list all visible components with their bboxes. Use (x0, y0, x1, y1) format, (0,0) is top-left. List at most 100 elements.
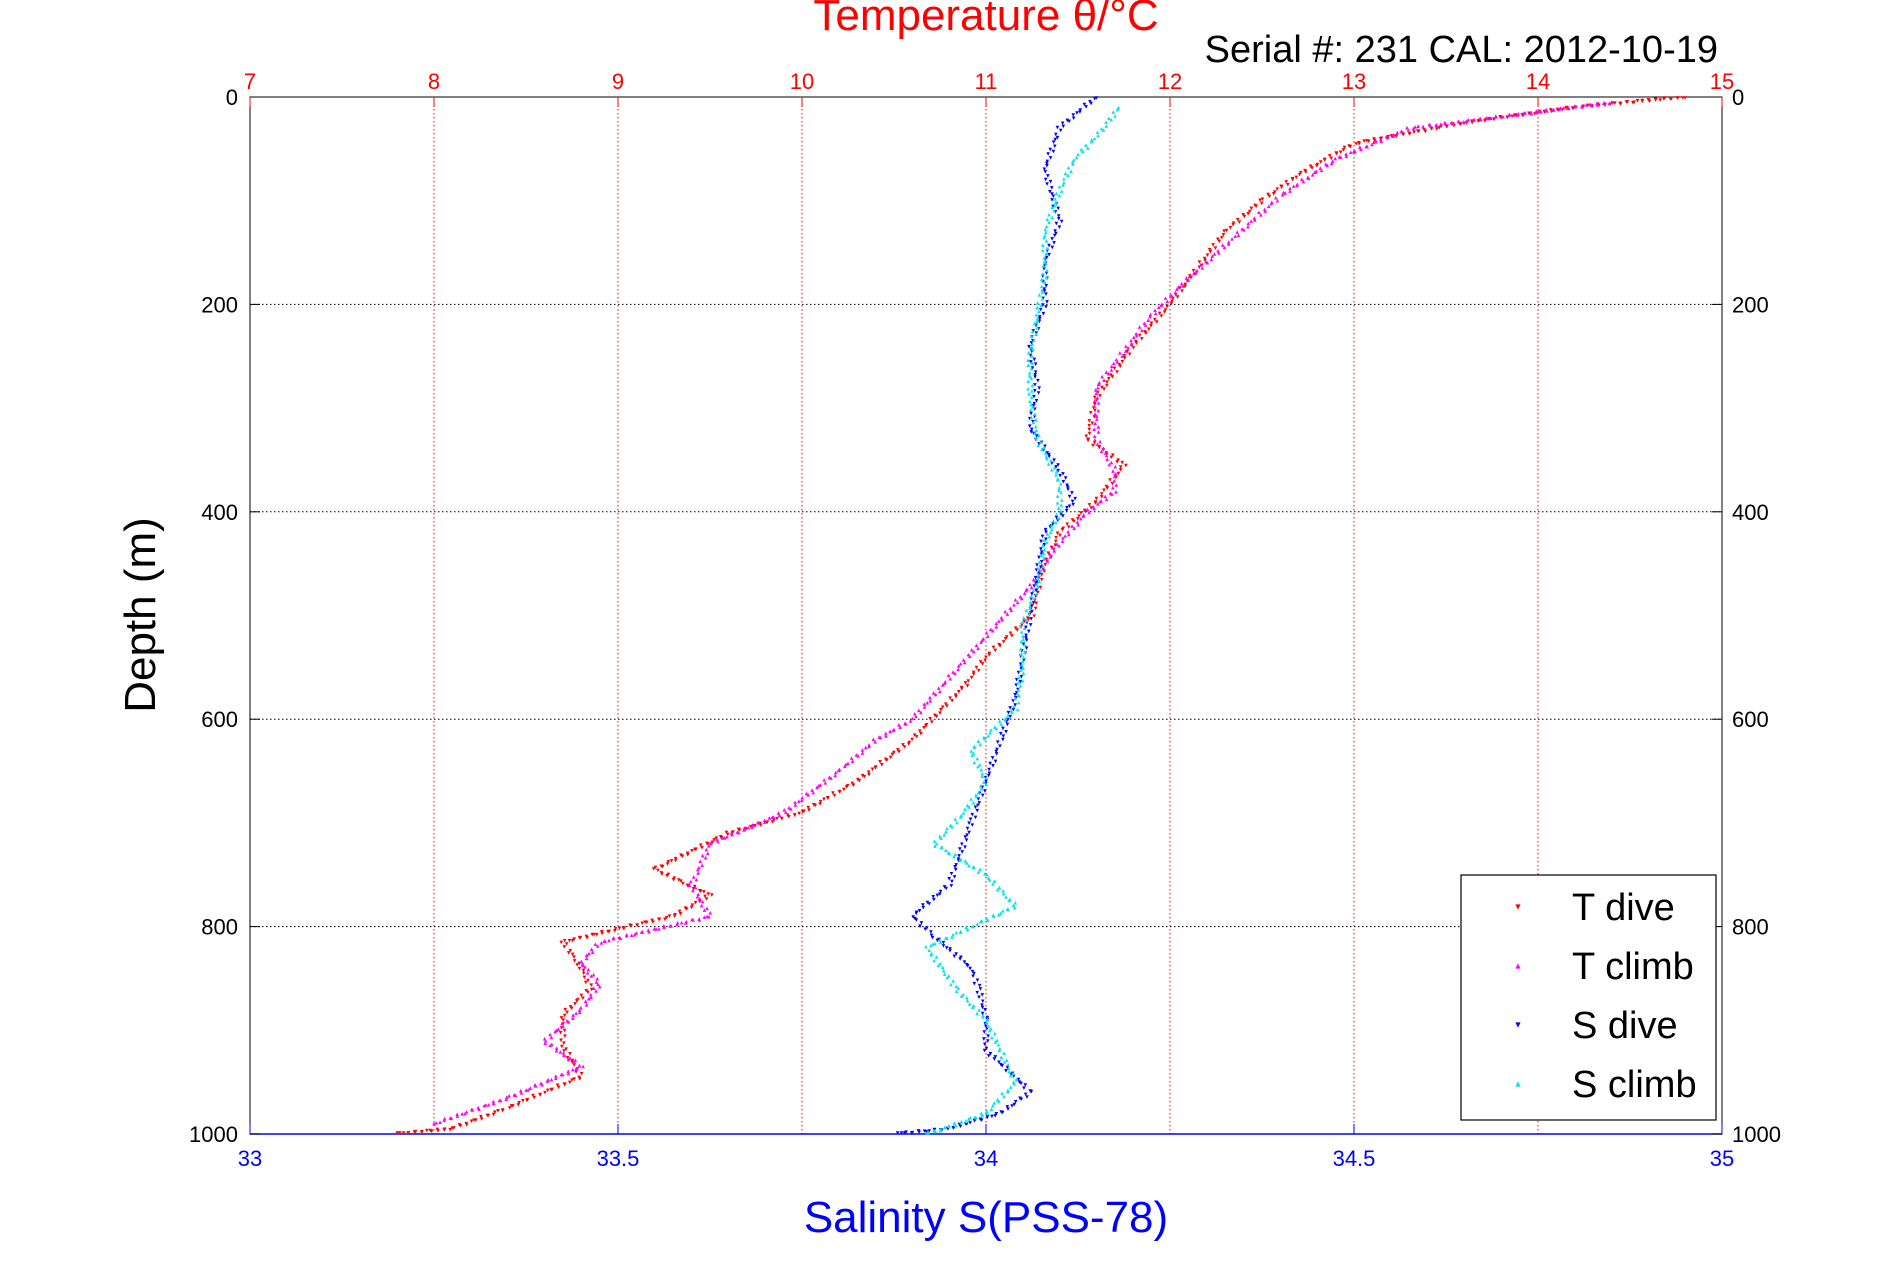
data-point (1365, 139, 1369, 143)
data-point (464, 1123, 469, 1127)
data-point (1055, 494, 1060, 498)
data-point (1131, 335, 1136, 340)
data-point (1065, 506, 1069, 510)
data-point (992, 914, 996, 919)
data-point (1076, 517, 1080, 521)
salinity-tick-label: 35 (1710, 1146, 1734, 1171)
data-point (1028, 399, 1032, 404)
data-point (860, 751, 865, 755)
data-point (966, 1117, 971, 1121)
data-point (1058, 533, 1062, 538)
data-point (1439, 122, 1443, 126)
data-point (1109, 455, 1114, 460)
data-point (1101, 128, 1106, 132)
data-point (997, 885, 1002, 890)
data-point (1047, 252, 1051, 257)
data-point (1096, 385, 1100, 390)
data-point (1026, 358, 1030, 362)
data-point (822, 797, 826, 802)
data-point (586, 990, 590, 995)
data-point (1056, 506, 1061, 511)
data-point (1008, 631, 1013, 636)
data-point (996, 913, 1001, 917)
data-point (1029, 376, 1034, 380)
data-point (549, 1035, 554, 1040)
data-point (793, 800, 797, 805)
data-point (1031, 601, 1036, 605)
data-point (1084, 105, 1088, 109)
data-point (469, 1119, 474, 1124)
data-point (975, 756, 980, 761)
data-point (591, 986, 596, 990)
data-point (395, 1131, 399, 1135)
y-axis-label: Depth (m) (116, 517, 165, 713)
data-point (1085, 507, 1090, 512)
data-point (1096, 382, 1101, 387)
data-point (951, 670, 955, 674)
data-point (583, 999, 588, 1003)
data-point (698, 889, 703, 894)
data-point (585, 971, 590, 975)
data-point (1061, 536, 1065, 540)
data-point (1049, 458, 1053, 463)
data-point (982, 1048, 987, 1053)
data-point (1112, 478, 1116, 483)
data-point (1028, 353, 1033, 358)
data-point (1018, 680, 1023, 684)
data-point (924, 724, 928, 728)
data-point (1036, 309, 1041, 314)
data-point (1118, 351, 1122, 355)
data-point (851, 783, 856, 787)
data-point (1033, 606, 1038, 611)
data-point (660, 872, 664, 877)
data-point (463, 1111, 467, 1116)
data-point (1039, 553, 1044, 558)
data-point (969, 749, 974, 753)
data-point (496, 1109, 500, 1113)
data-point (958, 815, 963, 819)
data-point (960, 687, 964, 691)
data-point (1027, 629, 1031, 634)
data-point (513, 1093, 518, 1097)
data-point (1416, 129, 1420, 133)
data-point (980, 999, 985, 1004)
data-point (1342, 145, 1347, 150)
data-point (977, 801, 982, 805)
data-point (577, 1008, 582, 1012)
data-point (1040, 297, 1045, 301)
data-point (1033, 373, 1037, 377)
data-point (1109, 460, 1114, 465)
data-point (694, 877, 699, 882)
data-point (1235, 230, 1239, 234)
data-point (1625, 100, 1630, 104)
data-point (1002, 1060, 1007, 1064)
data-point (922, 726, 926, 730)
data-point (898, 725, 902, 729)
data-point (460, 1112, 464, 1116)
data-point (1574, 104, 1578, 109)
data-point (419, 1130, 424, 1135)
data-point (1564, 106, 1569, 111)
data-point (980, 771, 985, 776)
data-point (1092, 440, 1097, 445)
data-point (672, 914, 677, 918)
data-point (1315, 164, 1319, 168)
data-point (560, 1021, 564, 1026)
data-point (963, 845, 967, 849)
data-point (1483, 119, 1487, 123)
data-point (921, 905, 926, 910)
data-point (1221, 232, 1226, 237)
data-point (942, 972, 947, 976)
data-point (1186, 278, 1191, 282)
data-point (1089, 506, 1094, 510)
data-point (956, 667, 960, 672)
data-point (1013, 901, 1018, 905)
data-point (618, 936, 623, 941)
data-point (1443, 121, 1447, 125)
data-point (1033, 383, 1037, 387)
data-point (702, 908, 707, 912)
data-point (634, 931, 639, 935)
data-point (1034, 434, 1039, 438)
data-point (1050, 461, 1054, 466)
data-point (1003, 636, 1008, 641)
